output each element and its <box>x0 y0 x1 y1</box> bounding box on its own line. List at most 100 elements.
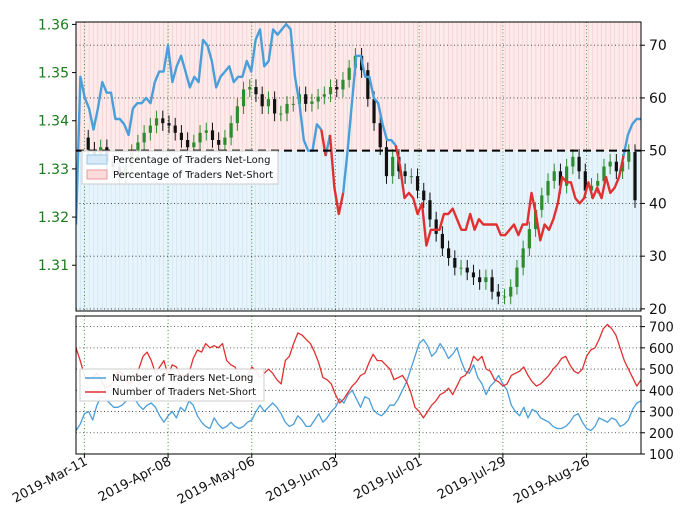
candle-body <box>403 171 407 177</box>
net-short-line <box>328 134 345 216</box>
candle-body <box>409 176 413 178</box>
candle-body <box>204 130 208 133</box>
legend-label-net-short: Percentage of Traders Net-Short <box>113 170 273 181</box>
bottom-legend: Number of Traders Net-Long Number of Tra… <box>79 368 265 402</box>
net-short-zone <box>76 22 641 151</box>
top-legend: Percentage of Traders Net-Long Percentag… <box>81 150 279 185</box>
candle-body <box>291 103 295 105</box>
candle-body <box>596 180 600 186</box>
candle-body <box>391 156 395 177</box>
count-tick-label: 400 <box>649 384 674 399</box>
candle-body <box>285 103 289 114</box>
candle-body <box>142 132 146 143</box>
candle-body <box>310 101 314 104</box>
candle-body <box>589 185 594 191</box>
candle-body <box>179 132 184 141</box>
candle-body <box>602 166 606 181</box>
candle-body <box>248 87 252 90</box>
candle-body <box>552 171 556 181</box>
candle-body <box>478 277 482 283</box>
candle-body <box>273 99 277 114</box>
candle-body <box>229 123 233 138</box>
top-panel-frame <box>75 21 642 312</box>
candle-body <box>521 248 525 268</box>
count-tick-label: 700 <box>649 321 674 336</box>
net-long-line <box>76 22 323 225</box>
candle-body <box>515 267 519 287</box>
net-long-line <box>342 54 397 194</box>
candle-body <box>558 171 563 186</box>
price-axis: 1.36 1.35 1.34 1.33 1.32 1.31 <box>38 17 76 274</box>
candle-body <box>223 137 227 145</box>
bottom-panel-frame <box>75 315 642 455</box>
candle-body <box>509 286 513 297</box>
candle-body <box>453 258 457 268</box>
candle-body <box>304 94 308 104</box>
candle-body <box>347 67 351 80</box>
candle-body <box>540 195 544 210</box>
count-tick-label: 500 <box>649 363 674 378</box>
count-tick-label: 200 <box>649 427 674 442</box>
trader-count-panel: 700 600 500 400 300 200 100 Number of Traders … <box>75 315 674 463</box>
count-tick-label: 600 <box>649 342 674 357</box>
candle-body <box>440 233 444 249</box>
top-legend-box <box>81 150 279 185</box>
percent-tick-label: 70 <box>649 38 667 54</box>
candle-body <box>428 200 432 220</box>
percent-tick-label: 40 <box>649 196 667 212</box>
candle-body <box>415 176 420 191</box>
candle-body <box>316 96 320 102</box>
price-candles <box>86 48 637 305</box>
net-short-line <box>394 145 625 247</box>
candle-body <box>459 267 463 269</box>
price-tick-label: 1.33 <box>38 162 69 178</box>
candle-body <box>235 106 239 124</box>
legend-swatch-net-long <box>86 154 108 165</box>
candle-body <box>366 70 370 100</box>
candle-body <box>546 180 550 196</box>
candle-body <box>136 142 140 153</box>
candle-body <box>496 291 500 297</box>
candle-body <box>341 79 345 90</box>
candle-body <box>614 161 618 172</box>
candle-body <box>279 113 283 115</box>
candle-body <box>577 156 581 172</box>
percent-tick-label: 60 <box>649 91 667 107</box>
candle-body <box>254 87 258 95</box>
candle-body <box>217 140 221 145</box>
candle-body <box>186 140 190 148</box>
candle-body <box>192 142 196 148</box>
price-tick-label: 1.36 <box>38 17 69 33</box>
legend-label-traders-long: Number of Traders Net-Long <box>112 373 253 384</box>
price-tick-label: 1.35 <box>38 66 69 82</box>
percent-axis: 70 60 50 40 30 20 <box>641 38 667 318</box>
legend-swatch-net-short <box>86 169 108 180</box>
candle-body <box>471 272 476 278</box>
percent-tick-label: 50 <box>649 144 667 160</box>
candle-body <box>490 277 494 292</box>
candle-body <box>241 89 246 107</box>
candle-body <box>502 296 507 298</box>
candle-body <box>322 94 326 97</box>
candle-body <box>198 132 202 143</box>
candle-body <box>633 152 637 201</box>
candle-body <box>378 123 382 148</box>
candle-body <box>154 118 159 126</box>
price-tick-label: 1.31 <box>38 258 69 274</box>
candle-body <box>565 166 569 186</box>
candle-body <box>583 171 587 191</box>
candle-body <box>384 147 389 177</box>
candle-body <box>266 99 271 107</box>
candle-body <box>620 161 625 172</box>
candle-body <box>210 130 215 141</box>
candle-body <box>335 87 339 90</box>
candle-body <box>161 118 165 124</box>
candle-body <box>484 277 488 283</box>
price-tick-label: 1.32 <box>38 210 69 226</box>
count-tick-label: 100 <box>649 448 674 463</box>
candle-body <box>148 125 152 133</box>
candle-body <box>372 99 376 124</box>
percent-tick-label: 30 <box>649 249 667 265</box>
